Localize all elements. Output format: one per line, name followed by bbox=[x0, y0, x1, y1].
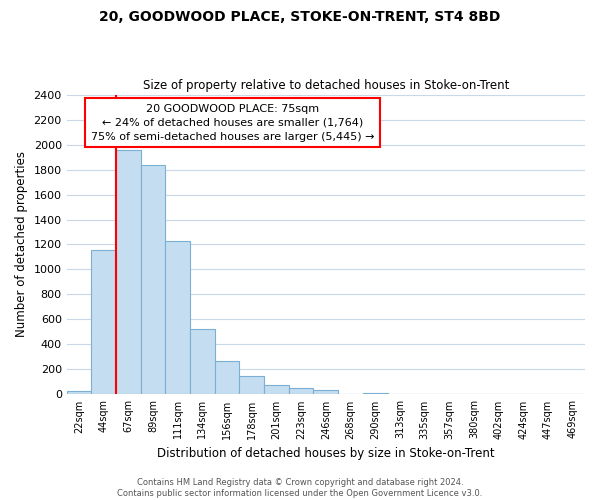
Bar bbox=[91, 250, 116, 394]
Bar bbox=[289, 388, 313, 394]
Bar bbox=[239, 376, 264, 394]
Bar bbox=[190, 330, 215, 394]
Bar bbox=[363, 392, 388, 394]
Y-axis label: Number of detached properties: Number of detached properties bbox=[15, 152, 28, 338]
Bar bbox=[141, 164, 166, 394]
Text: 20, GOODWOOD PLACE, STOKE-ON-TRENT, ST4 8BD: 20, GOODWOOD PLACE, STOKE-ON-TRENT, ST4 … bbox=[100, 10, 500, 24]
Bar bbox=[264, 384, 289, 394]
Bar bbox=[215, 362, 239, 394]
Bar bbox=[313, 390, 338, 394]
X-axis label: Distribution of detached houses by size in Stoke-on-Trent: Distribution of detached houses by size … bbox=[157, 447, 494, 460]
Bar bbox=[166, 242, 190, 394]
Text: 20 GOODWOOD PLACE: 75sqm
← 24% of detached houses are smaller (1,764)
75% of sem: 20 GOODWOOD PLACE: 75sqm ← 24% of detach… bbox=[91, 104, 374, 142]
Bar bbox=[116, 150, 141, 394]
Text: Contains HM Land Registry data © Crown copyright and database right 2024.
Contai: Contains HM Land Registry data © Crown c… bbox=[118, 478, 482, 498]
Bar bbox=[67, 392, 91, 394]
Title: Size of property relative to detached houses in Stoke-on-Trent: Size of property relative to detached ho… bbox=[143, 79, 509, 92]
